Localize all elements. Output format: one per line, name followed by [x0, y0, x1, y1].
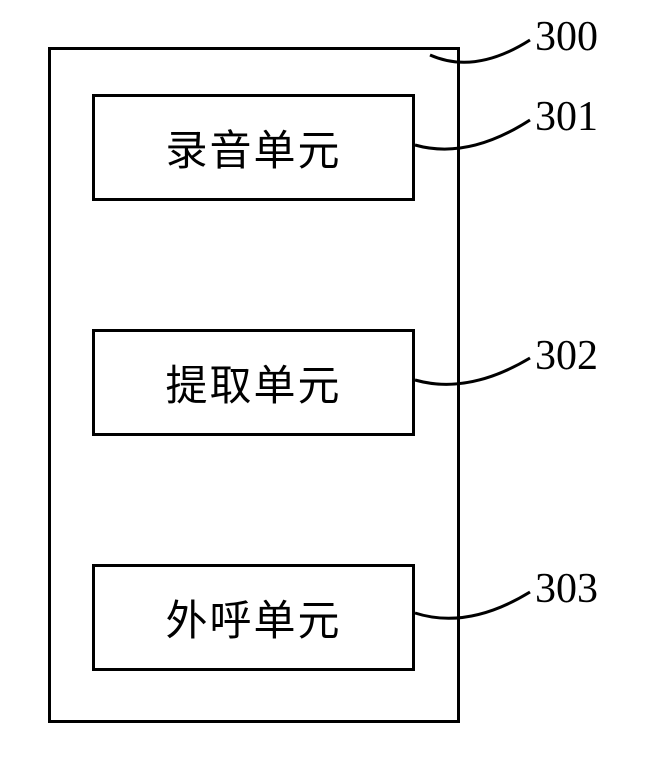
leader-lines [0, 0, 653, 759]
